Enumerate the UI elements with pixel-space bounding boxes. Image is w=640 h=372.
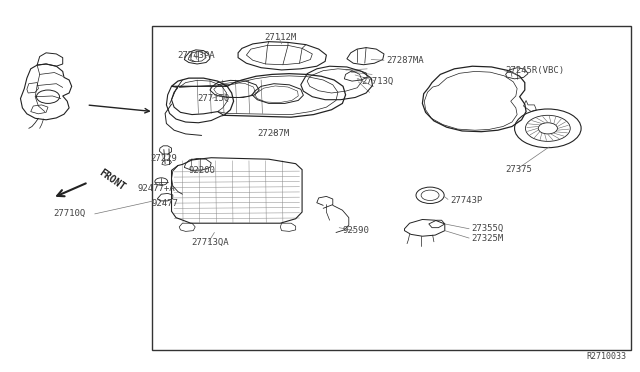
Text: R2710033: R2710033 (586, 352, 626, 361)
Text: 27743P: 27743P (450, 196, 482, 205)
Text: 27743PA: 27743PA (178, 51, 215, 60)
Text: 27325M: 27325M (472, 234, 504, 243)
Text: 27287MA: 27287MA (386, 56, 424, 65)
Text: 92200: 92200 (188, 166, 215, 175)
Text: 92477+A: 92477+A (138, 184, 175, 193)
Text: 27713QA: 27713QA (192, 238, 229, 247)
Text: 92590: 92590 (342, 226, 369, 235)
Text: 27355Q: 27355Q (472, 224, 504, 233)
Text: 27287M: 27287M (257, 129, 289, 138)
Text: 92477: 92477 (152, 199, 179, 208)
Text: 27229: 27229 (150, 154, 177, 163)
Text: 27112M: 27112M (264, 33, 296, 42)
Text: 27715Q: 27715Q (197, 94, 229, 103)
Bar (152, 26, 631, 350)
Text: 27710Q: 27710Q (53, 209, 85, 218)
Text: 27245R(VBC): 27245R(VBC) (506, 66, 564, 75)
Text: 27713Q: 27713Q (362, 77, 394, 86)
Text: FRONT: FRONT (97, 168, 127, 193)
Text: 27375: 27375 (505, 165, 532, 174)
